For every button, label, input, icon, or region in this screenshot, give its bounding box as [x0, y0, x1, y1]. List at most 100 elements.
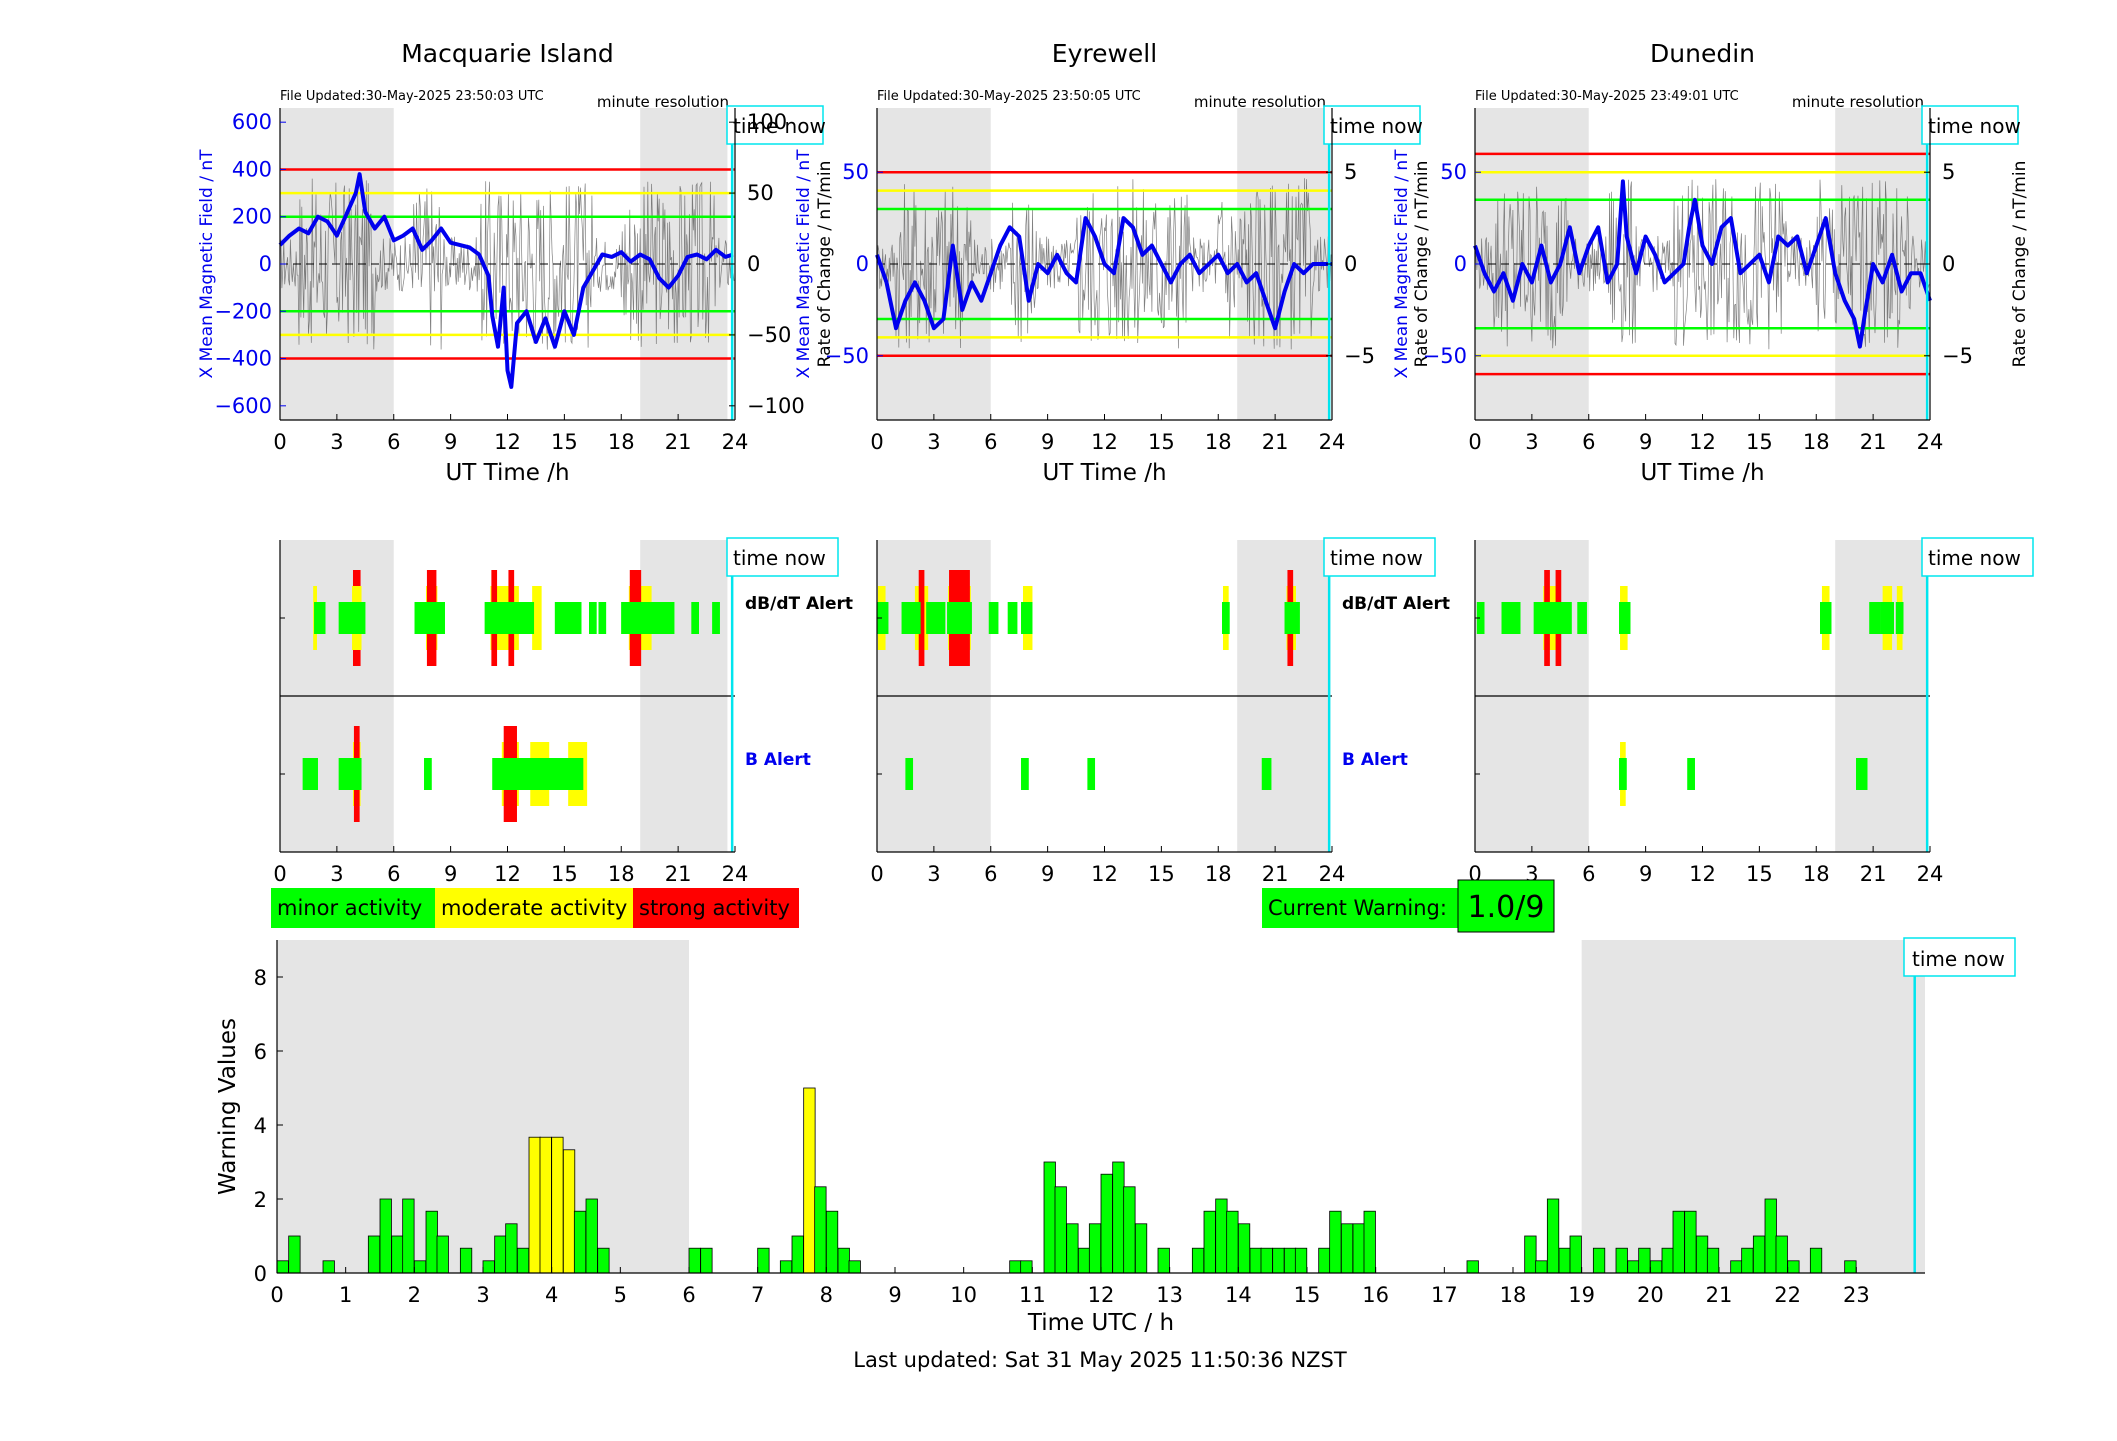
y-tick-label: 0 [254, 1262, 267, 1286]
b-alert-bar [905, 758, 914, 790]
dbdt-alert-bar [532, 586, 542, 650]
warning-bar [803, 1087, 816, 1274]
y-right-axis-title: Rate of Change / nT/min [1412, 161, 1432, 368]
legend-swatch [435, 888, 633, 928]
dbdt-alert-bar [1007, 602, 1018, 634]
y-right-tick-label: 0 [1344, 252, 1357, 276]
x-tick-label: 10 [950, 1283, 977, 1307]
station-panel-0: Macquarie Island File Updated:30-May-2025… [197, 39, 835, 486]
dbdt-alert-bar [1820, 602, 1832, 634]
warning-bar [1649, 1260, 1663, 1274]
activity-legend: minor activity moderate activity strong ac… [271, 888, 799, 928]
warning-bar [288, 1235, 301, 1274]
x-tick-label: 0 [870, 862, 883, 886]
current-warning: Current Warning: 1.0/9 [1262, 879, 1555, 933]
warning-bar [757, 1247, 770, 1274]
warning-bar [528, 1136, 541, 1274]
warning-bar [585, 1198, 598, 1274]
warning-bar [1363, 1210, 1376, 1274]
x-tick-label: 21 [1262, 430, 1289, 454]
time-now-box [1323, 105, 1421, 145]
warning-bar [848, 1260, 861, 1274]
dbdt-alert-bar [947, 602, 972, 634]
x-tick-label: 24 [1917, 430, 1944, 454]
x-tick-label: 24 [722, 430, 749, 454]
x-tick-label: 9 [1041, 862, 1054, 886]
dbdt-alert-bar [691, 602, 699, 634]
y-tick-label: −50 [825, 344, 869, 368]
dbdt-alert-bar [1021, 602, 1033, 634]
warning-bar [1009, 1260, 1022, 1274]
x-tick-label: 21 [665, 862, 692, 886]
night-shade [1581, 940, 1925, 1273]
x-tick-label: 3 [927, 430, 940, 454]
y-right-tick-label: 50 [747, 181, 774, 205]
x-tick-label: 12 [1091, 862, 1118, 886]
y-axis-title: X Mean Magnetic Field / nT [794, 149, 814, 379]
x-tick-label: 6 [1582, 430, 1595, 454]
warning-bar [379, 1198, 392, 1274]
warning-bar [1283, 1247, 1297, 1274]
x-tick-label: 20 [1637, 1283, 1664, 1307]
warning-bar [562, 1149, 576, 1274]
y-axis-title: X Mean Magnetic Field / nT [197, 149, 217, 379]
alert-panel-1: time now dB/dT Alert B Alert 0 3 6 9 12 15 18 21 24 [870, 537, 1450, 886]
night-shade [277, 940, 689, 1273]
y-axis-title: Warning Values [215, 1018, 241, 1195]
y-tick-label: 200 [232, 205, 272, 229]
dbdt-alert-bar [1284, 602, 1300, 634]
y-tick-label: 0 [856, 252, 869, 276]
warning-bar [1672, 1210, 1685, 1274]
warning-bar [1020, 1260, 1033, 1274]
warning-bar [1237, 1223, 1251, 1274]
station-title: Eyrewell [1052, 39, 1157, 68]
warning-bar [1294, 1247, 1308, 1274]
x-tick-label: 12 [1689, 862, 1716, 886]
dbdt-alert-bar [877, 602, 889, 634]
x-tick-label: 23 [1843, 1283, 1870, 1307]
y-right-tick-label: −50 [747, 323, 791, 347]
x-tick-label: 17 [1431, 1283, 1458, 1307]
x-tick-label: 9 [444, 430, 457, 454]
x-tick-label: 21 [665, 430, 692, 454]
warning-bar [1157, 1247, 1170, 1274]
y-right-tick-label: −5 [1344, 344, 1375, 368]
warning-bar [1638, 1247, 1651, 1274]
warning-bar [1684, 1210, 1697, 1274]
warning-bar [825, 1210, 839, 1274]
warning-bar [1077, 1247, 1091, 1274]
warning-bar [516, 1247, 530, 1274]
x-tick-label: 11 [1019, 1283, 1046, 1307]
dbdt-alert-bar [988, 602, 999, 634]
b-alert-bar [424, 758, 432, 790]
station-title: Macquarie Island [401, 39, 614, 68]
warning-bar [791, 1235, 804, 1274]
station-title: Dunedin [1650, 39, 1755, 68]
dbdt-alert-bar [1501, 602, 1521, 634]
time-now-box [726, 105, 824, 145]
warning-bar [1546, 1198, 1560, 1274]
warning-bar [1352, 1223, 1365, 1274]
warning-bar [1535, 1260, 1548, 1274]
warning-bar [391, 1235, 404, 1274]
x-tick-label: 15 [551, 862, 578, 886]
warning-bar [1775, 1235, 1788, 1274]
y-tick-label: −200 [214, 299, 272, 323]
warning-bar [1752, 1235, 1766, 1274]
warning-bar [1466, 1260, 1479, 1274]
dbdt-alert-bar [1222, 602, 1230, 634]
warning-bar [551, 1136, 564, 1274]
warning-bar [1809, 1247, 1823, 1274]
warning-bar [539, 1136, 552, 1274]
x-tick-label: 18 [1803, 862, 1830, 886]
y-right-axis-title: Rate of Change / nT/min [2010, 161, 2030, 368]
warning-bar [1661, 1247, 1674, 1274]
x-tick-label: 0 [273, 430, 286, 454]
y-right-tick-label: 0 [1942, 252, 1955, 276]
current-warning-box [1262, 888, 1458, 928]
warning-bar [1329, 1210, 1342, 1274]
y-tick-label: 6 [254, 1040, 267, 1064]
